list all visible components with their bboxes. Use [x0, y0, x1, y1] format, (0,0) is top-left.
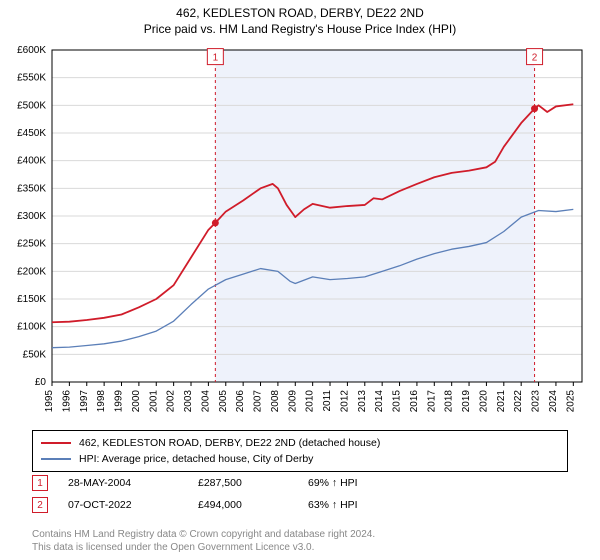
- footer: Contains HM Land Registry data © Crown c…: [32, 529, 375, 554]
- svg-text:£100K: £100K: [17, 322, 46, 333]
- svg-text:2017: 2017: [426, 390, 437, 413]
- title-block: 462, KEDLESTON ROAD, DERBY, DE22 2ND Pri…: [0, 0, 600, 36]
- chart-svg: £0 £50K £100K £150K £200K £250K £300K £350K £400…: [8, 42, 592, 422]
- footer-line: This data is licensed under the Open Gov…: [32, 542, 375, 555]
- svg-text:£0: £0: [35, 377, 47, 388]
- svg-text:2001: 2001: [148, 390, 159, 413]
- sale-price: £494,000: [198, 499, 308, 511]
- sale-marker-icon: 1: [32, 475, 48, 491]
- svg-text:2000: 2000: [131, 390, 142, 413]
- legend: 462, KEDLESTON ROAD, DERBY, DE22 2ND (de…: [32, 430, 568, 472]
- svg-text:2014: 2014: [374, 390, 385, 413]
- svg-text:2002: 2002: [166, 390, 177, 413]
- svg-text:2022: 2022: [513, 390, 524, 413]
- svg-text:£200K: £200K: [17, 266, 46, 277]
- svg-text:2016: 2016: [409, 390, 420, 413]
- svg-text:£400K: £400K: [17, 156, 46, 167]
- svg-text:1999: 1999: [114, 390, 125, 413]
- footer-line: Contains HM Land Registry data © Crown c…: [32, 529, 375, 542]
- sales-table: 1 28-MAY-2004 £287,500 69% ↑ HPI 2 07-OC…: [32, 472, 568, 516]
- svg-text:1995: 1995: [44, 390, 55, 413]
- sale-date: 07-OCT-2022: [68, 499, 198, 511]
- svg-text:2006: 2006: [235, 390, 246, 413]
- legend-swatch: [41, 442, 71, 444]
- svg-text:2021: 2021: [496, 390, 507, 413]
- svg-text:2019: 2019: [461, 390, 472, 413]
- svg-text:£50K: £50K: [23, 349, 47, 360]
- svg-text:2018: 2018: [444, 390, 455, 413]
- legend-swatch: [41, 458, 71, 460]
- svg-text:2024: 2024: [548, 390, 559, 413]
- svg-text:2008: 2008: [270, 390, 281, 413]
- svg-text:£500K: £500K: [17, 100, 46, 111]
- legend-label: 462, KEDLESTON ROAD, DERBY, DE22 2ND (de…: [79, 437, 380, 449]
- svg-text:2011: 2011: [322, 390, 333, 412]
- svg-text:1996: 1996: [61, 390, 72, 413]
- legend-item: 462, KEDLESTON ROAD, DERBY, DE22 2ND (de…: [41, 435, 559, 451]
- svg-text:2004: 2004: [200, 390, 211, 413]
- svg-text:£300K: £300K: [17, 211, 46, 222]
- sale-marker-num: 2: [37, 500, 43, 511]
- svg-text:2020: 2020: [478, 390, 489, 413]
- svg-text:2005: 2005: [218, 390, 229, 413]
- sale-marker-num: 1: [37, 478, 43, 489]
- sale-date: 28-MAY-2004: [68, 477, 198, 489]
- address-title: 462, KEDLESTON ROAD, DERBY, DE22 2ND: [0, 6, 600, 20]
- svg-text:2023: 2023: [531, 390, 542, 413]
- svg-text:2007: 2007: [253, 390, 264, 413]
- chart-subtitle: Price paid vs. HM Land Registry's House …: [0, 22, 600, 36]
- sale-row: 1 28-MAY-2004 £287,500 69% ↑ HPI: [32, 472, 568, 494]
- legend-label: HPI: Average price, detached house, City…: [79, 453, 313, 465]
- svg-text:1998: 1998: [96, 390, 107, 413]
- svg-text:2009: 2009: [287, 390, 298, 413]
- svg-text:1: 1: [213, 53, 219, 64]
- svg-text:£600K: £600K: [17, 45, 46, 56]
- svg-text:1997: 1997: [79, 390, 90, 413]
- figure-container: 462, KEDLESTON ROAD, DERBY, DE22 2ND Pri…: [0, 0, 600, 560]
- svg-text:£450K: £450K: [17, 128, 46, 139]
- sale-price: £287,500: [198, 477, 308, 489]
- sale-pct: 69% ↑ HPI: [308, 477, 418, 489]
- chart: £0 £50K £100K £150K £200K £250K £300K £350K £400…: [8, 42, 592, 422]
- sale-row: 2 07-OCT-2022 £494,000 63% ↑ HPI: [32, 494, 568, 516]
- legend-item: HPI: Average price, detached house, City…: [41, 451, 559, 467]
- sale-marker-icon: 2: [32, 497, 48, 513]
- svg-text:2015: 2015: [392, 390, 403, 413]
- svg-text:2003: 2003: [183, 390, 194, 413]
- svg-text:£150K: £150K: [17, 294, 46, 305]
- svg-text:2010: 2010: [305, 390, 316, 413]
- svg-text:£550K: £550K: [17, 73, 46, 84]
- svg-text:2012: 2012: [339, 390, 350, 413]
- sale-pct: 63% ↑ HPI: [308, 499, 418, 511]
- svg-text:2: 2: [532, 53, 538, 64]
- svg-text:2025: 2025: [565, 390, 576, 413]
- svg-text:£350K: £350K: [17, 183, 46, 194]
- svg-text:£250K: £250K: [17, 239, 46, 250]
- svg-text:2013: 2013: [357, 390, 368, 413]
